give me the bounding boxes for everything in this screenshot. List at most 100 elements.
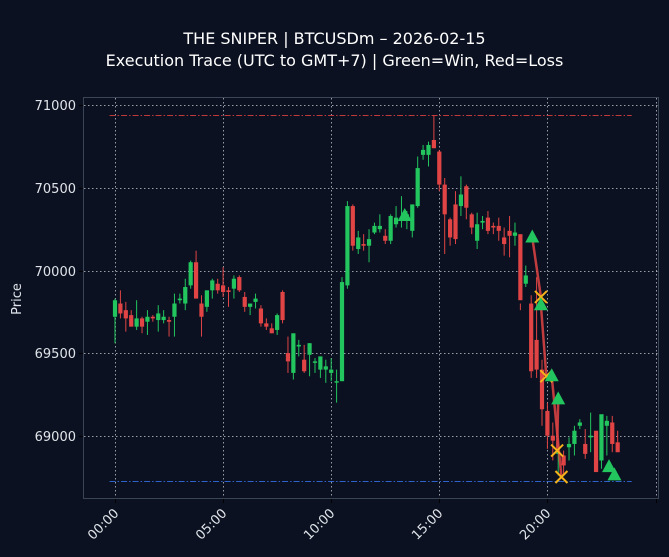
candle-body [345,206,350,286]
candle-body [561,455,566,466]
trade-path-line [531,237,543,298]
candle-body [512,232,518,236]
candle-body [491,225,496,228]
candle-body [604,420,609,426]
candle-body [383,235,388,241]
y-tick-label: 71000 [35,99,76,114]
candle-body [291,333,296,373]
candle-body [129,315,134,327]
entry-triangle-icon [397,207,412,221]
candle-body [507,230,512,236]
candle-body [275,315,280,330]
candle-body [593,430,599,473]
candle-body [566,443,572,448]
candle-body [437,151,442,185]
candle-body [356,237,361,250]
trade-markers [397,207,622,484]
candle-body [215,283,220,291]
candle-body [485,217,491,231]
candle-body [529,303,534,372]
candle-body [583,443,588,454]
candle-body [161,316,166,321]
candle-body [372,225,377,233]
candle-body [458,194,464,207]
x-tick-label: 00:00 [85,506,122,543]
candle-body [350,206,355,246]
candle-body [329,369,334,373]
candle-body [388,215,393,241]
candle-body [177,298,182,301]
candle-body [615,442,620,453]
y-tick-label: 69500 [35,347,76,362]
candle-body [502,237,507,245]
candle-body [242,296,247,307]
candle-body [156,313,161,321]
candle-body [183,287,188,304]
candle-body [539,369,545,410]
candle-body [448,219,453,238]
y-tick-label: 70000 [35,265,76,280]
candle-body [118,303,123,314]
candle-body [285,353,291,362]
candle-body [172,303,177,317]
x-axis-ticks: 00:00 05:00 10:00 15:00 20:00 [85,499,657,543]
candle-body [145,316,150,322]
candle-body [366,239,372,246]
candle-body [258,308,264,324]
grid-lines [84,98,658,498]
candle-body [302,359,307,372]
candle-body [188,262,193,286]
candle-body [296,344,301,347]
candle-body [134,318,139,327]
candle-body [572,430,577,444]
candles [112,115,620,476]
exit-x-icon [550,443,564,458]
candle-body [237,277,242,291]
chart-title-line1: THE SNIPER | BTCUSDm – 2026-02-15 [183,29,486,48]
candle-body [253,298,258,302]
candle-body [231,278,237,289]
candle-body [588,435,593,438]
candle-body [453,204,458,240]
exit-x-icon [534,290,548,304]
entry-triangle-icon [607,467,622,481]
candle-body [610,422,615,444]
candle-body [139,318,145,327]
candle-body [393,217,399,225]
candle-body [280,291,285,321]
candle-body [221,285,226,292]
candle-body [496,225,501,231]
candle-body [475,224,480,241]
candle-body [518,234,523,301]
candle-body [123,310,128,319]
candle-body [577,422,582,426]
candle-body [431,139,436,149]
candle-body [204,290,209,307]
candle-body [410,204,415,231]
chart-title-line2: Execution Trace (UTC to GMT+7) | Green=W… [105,51,564,70]
candle-body [469,214,474,228]
candle-body [599,414,604,461]
candle-body [312,361,318,363]
entry-triangle-icon [602,459,617,473]
candle-body [361,244,366,246]
entry-triangle-icon [544,368,559,382]
candle-body [269,328,274,334]
candle-body [534,339,539,370]
candle-body [426,144,431,155]
candle-body [415,168,420,207]
y-tick-label: 70500 [35,182,76,197]
exit-x-icon [554,470,569,484]
candle-body [550,435,555,441]
candle-body [480,220,485,223]
candle-body [523,275,528,284]
trade-path-line [550,376,563,478]
candle-body [339,282,345,382]
trade-path-line [539,305,548,377]
entry-triangle-icon [551,391,566,405]
y-axis-label: Price [10,283,25,315]
candle-body [318,356,323,370]
x-tick-label: 10:00 [301,506,338,543]
level-lines [109,115,632,482]
